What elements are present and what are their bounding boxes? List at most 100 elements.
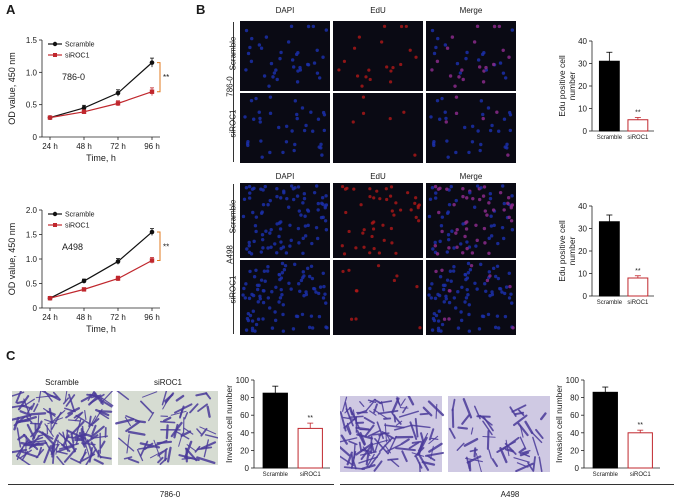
stained-cell xyxy=(365,401,374,411)
nucleus xyxy=(449,184,453,189)
nucleus xyxy=(482,185,487,189)
nucleus xyxy=(390,209,394,213)
stained-cell xyxy=(127,430,146,436)
stained-cell xyxy=(91,424,97,436)
stained-cell xyxy=(360,444,373,461)
row-label-scramble: Scramble xyxy=(228,199,238,234)
y-tick-label: 0 xyxy=(245,464,250,473)
nucleus xyxy=(504,285,509,289)
nucleus xyxy=(470,251,475,255)
nucleus xyxy=(324,228,329,232)
stained-cell xyxy=(186,444,197,452)
nucleus xyxy=(487,236,491,241)
stained-cell xyxy=(50,443,59,446)
stained-cell xyxy=(527,461,534,471)
nucleus xyxy=(498,286,502,291)
micrograph-merge xyxy=(426,260,516,335)
stained-cell xyxy=(162,416,172,423)
bar xyxy=(598,221,620,297)
stained-cell xyxy=(359,432,366,446)
stained-cell xyxy=(115,418,135,425)
nucleus xyxy=(413,201,417,205)
nucleus xyxy=(438,275,443,279)
stained-cell xyxy=(67,419,81,422)
stained-cell xyxy=(85,415,97,434)
nucleus xyxy=(322,284,326,289)
nucleus xyxy=(245,247,249,251)
stained-cell xyxy=(359,451,377,456)
nucleus xyxy=(268,231,272,235)
y-tick-label: 40 xyxy=(578,202,587,211)
legend-label: siROC1 xyxy=(65,53,90,60)
stained-cell xyxy=(461,414,471,425)
stained-cell xyxy=(393,414,397,423)
row-label-scramble: Scramble xyxy=(228,36,238,71)
stained-cell xyxy=(159,420,176,424)
nucleus xyxy=(341,269,345,274)
nucleus xyxy=(463,234,467,239)
x-tick-label: 72 h xyxy=(110,142,126,151)
nucleus xyxy=(310,276,315,281)
legend-marker xyxy=(53,53,57,57)
stained-cell xyxy=(12,404,25,409)
fluorescence-grid-a498 xyxy=(240,183,516,335)
stained-cell xyxy=(118,437,135,452)
stained-cell xyxy=(519,449,531,454)
stained-cell xyxy=(407,396,415,406)
nucleus xyxy=(268,198,272,203)
nucleus xyxy=(404,24,408,29)
nucleus xyxy=(279,196,283,200)
stained-cell xyxy=(137,446,154,450)
stained-cell xyxy=(352,409,356,421)
nucleus xyxy=(324,28,329,32)
nucleus xyxy=(268,95,273,99)
y-axis-label: Edu positive cell xyxy=(557,55,567,117)
nucleus xyxy=(250,36,254,41)
bar xyxy=(592,391,618,469)
stained-cell xyxy=(204,434,218,439)
nucleus xyxy=(469,263,474,268)
stained-cell xyxy=(482,435,496,438)
nucleus xyxy=(265,269,270,273)
stained-cell xyxy=(196,446,213,451)
nucleus xyxy=(465,276,470,280)
nucleus xyxy=(302,192,307,196)
stained-cell xyxy=(89,393,105,404)
stained-cell xyxy=(519,436,527,450)
stained-cell xyxy=(26,423,36,439)
stained-cell xyxy=(140,400,154,414)
nucleus xyxy=(498,61,503,65)
nucleus xyxy=(502,117,507,121)
bar xyxy=(627,119,649,132)
stained-cell xyxy=(448,427,456,439)
nucleus xyxy=(495,264,500,268)
nucleus xyxy=(475,287,479,291)
nucleus xyxy=(384,187,388,191)
y-tick-label: 60 xyxy=(570,411,579,420)
nucleus xyxy=(263,184,267,189)
series-line xyxy=(49,231,153,299)
nucleus xyxy=(490,123,494,128)
nucleus xyxy=(391,66,395,70)
nucleus xyxy=(314,184,319,188)
nucleus xyxy=(324,301,328,305)
nucleus xyxy=(388,80,393,84)
nucleus xyxy=(289,24,294,29)
nucleus xyxy=(301,270,306,274)
nucleus xyxy=(286,205,291,209)
nucleus xyxy=(281,312,285,317)
nucleus xyxy=(473,281,477,285)
nucleus xyxy=(463,300,467,304)
nucleus xyxy=(480,314,485,318)
stained-cell xyxy=(538,456,543,472)
nucleus xyxy=(470,140,475,144)
micrograph-dapi xyxy=(240,21,330,91)
nucleus xyxy=(251,293,256,298)
nucleus xyxy=(275,77,279,82)
nucleus xyxy=(478,148,482,153)
stained-cell xyxy=(395,447,416,452)
invasion-label-siroc1: siROC1 xyxy=(153,378,182,387)
line-chart-a498: 0 0.5 1.0 1.5 2.0 24 h 48 h 72 h 96 h Time, h OD v… xyxy=(7,206,169,334)
nucleus xyxy=(280,292,284,297)
stained-cell xyxy=(343,466,365,470)
